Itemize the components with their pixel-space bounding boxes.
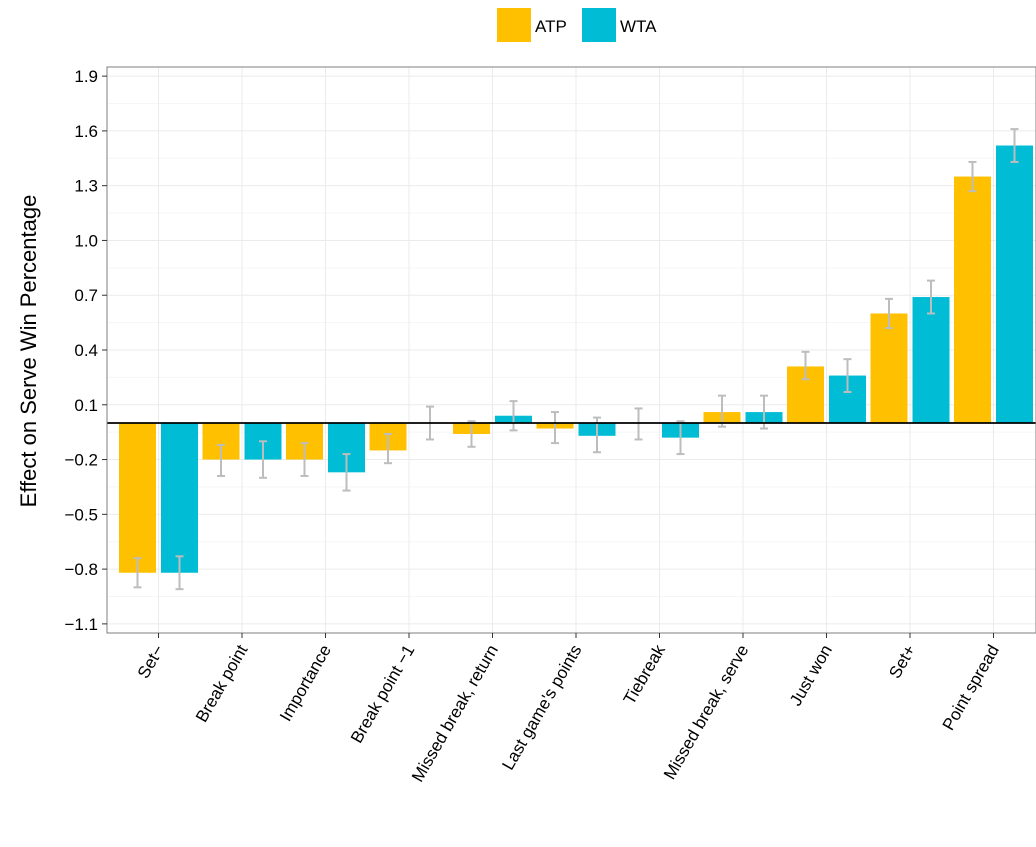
y-tick-label: −0.5 (64, 505, 98, 524)
bar-atp-0 (119, 423, 156, 573)
errorbar-atp-4 (467, 420, 476, 448)
bar-wta-0 (161, 423, 198, 573)
y-tick-label: 1.0 (74, 231, 98, 250)
errorbar-atp-6 (634, 407, 643, 441)
legend-swatch-wta (582, 8, 616, 42)
errorbar-atp-5 (551, 411, 559, 445)
x-tick-label: Just won (786, 642, 836, 710)
errorbar-wta-6 (676, 420, 685, 456)
y-tick-label: 1.6 (74, 122, 98, 141)
errorbar-wta-9 (927, 279, 935, 315)
y-tick-label: −0.8 (64, 560, 98, 579)
bar-wta-9 (912, 297, 950, 424)
y-tick-label: 0.7 (74, 286, 98, 305)
bar-atp-10 (954, 176, 991, 424)
errorbar-atp-10 (968, 160, 977, 193)
errorbar-wta-1 (259, 440, 267, 479)
y-tick-label: 1.9 (74, 67, 98, 86)
legend-label-atp: ATP (535, 17, 567, 36)
y-tick-label: −1.1 (64, 615, 98, 634)
x-tick-label: Missed break, return (408, 642, 502, 786)
errorbar-atp-0 (133, 557, 142, 589)
errorbar-atp-1 (217, 443, 225, 477)
x-tick-label: Point spread (939, 642, 1003, 734)
legend-label-wta: WTA (620, 17, 657, 36)
legend: ATP WTA (497, 8, 657, 42)
x-tick-label: Break point (192, 641, 252, 725)
y-tick-label: 0.4 (74, 341, 98, 360)
x-tick-label: Tiebreak (620, 641, 669, 708)
errorbar-wta-8 (843, 358, 852, 393)
grid-layer (107, 67, 1036, 633)
errorbar-atp-7 (718, 394, 726, 428)
x-tick-label: Break point −1 (347, 642, 419, 747)
bars-layer (119, 145, 1033, 573)
y-tick-label: 0.1 (74, 396, 98, 415)
x-tick-label: Set− (134, 641, 168, 681)
legend-swatch-atp (497, 8, 531, 42)
bar-atp-9 (870, 313, 908, 424)
errorbar-wta-10 (1010, 128, 1019, 163)
errorbar-wta-4 (509, 400, 518, 432)
errorbar-atp-8 (801, 350, 810, 381)
x-tick-label: Missed break, serve (660, 642, 753, 783)
y-axis-title: Effect on Serve Win Percentage (16, 195, 41, 508)
errorbar-wta-0 (175, 555, 184, 591)
x-tick-label: Set+ (885, 641, 919, 681)
x-tick-label: Last game's points (498, 642, 585, 774)
errorbar-atp-3 (384, 432, 392, 465)
errorbar-atp-9 (885, 297, 893, 330)
errorbar-wta-2 (342, 453, 351, 492)
errorbar-atp-2 (300, 442, 309, 477)
y-tick-label: 1.3 (74, 177, 98, 196)
bar-wta-10 (996, 145, 1033, 424)
y-tick-label: −0.2 (64, 451, 98, 470)
x-tick-label: Importance (276, 642, 335, 725)
